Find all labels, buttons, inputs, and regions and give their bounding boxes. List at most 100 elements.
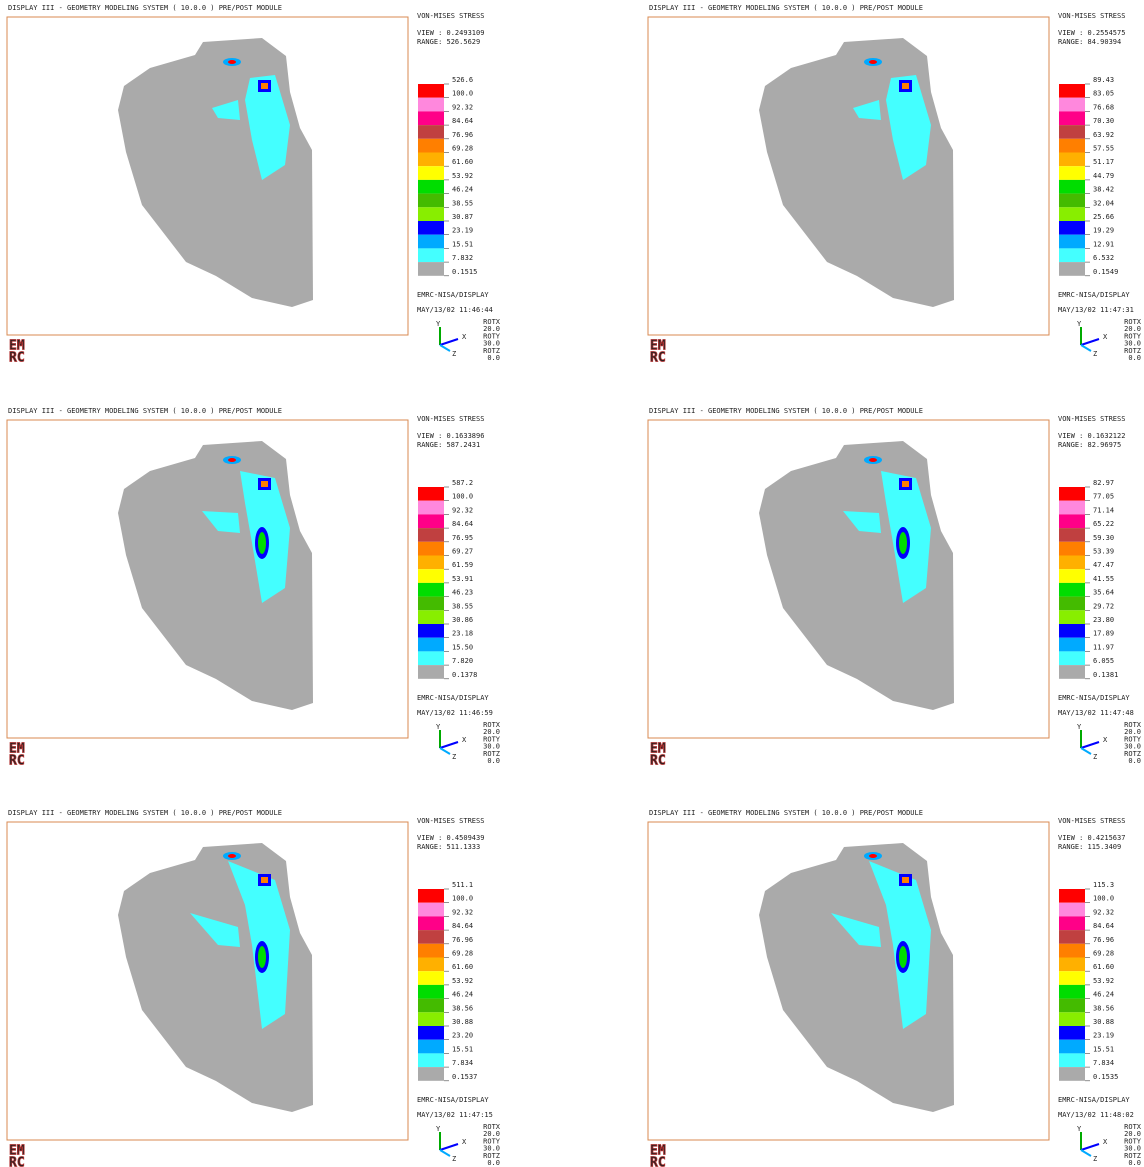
logo: RC: [9, 351, 25, 366]
legend-swatch: [418, 248, 444, 262]
legend-label: 53.91: [452, 575, 473, 583]
legend-swatch: [418, 487, 444, 501]
legend-label: 115.3: [1093, 881, 1114, 889]
hot-spot: [228, 458, 236, 462]
legend-swatch: [418, 597, 444, 611]
software-name: EMRC-NISA/DISPLAY: [1058, 291, 1130, 299]
header: DISPLAY III - GEOMETRY MODELING SYSTEM (…: [8, 4, 282, 12]
legend-label: 6.055: [1093, 657, 1114, 665]
legend-swatch: [418, 528, 444, 542]
legend-label: 7.820: [452, 657, 473, 665]
legend-swatch: [1059, 180, 1085, 194]
legend-label: 25.66: [1093, 213, 1114, 221]
legend-label: 69.28: [452, 145, 473, 153]
legend-label: 23.20: [452, 1032, 473, 1040]
logo: RC: [650, 754, 666, 769]
timestamp: MAY/13/02 11:47:48: [1058, 709, 1134, 717]
legend-label: 69.28: [1093, 950, 1114, 958]
legend-swatch: [1059, 651, 1085, 665]
legend-swatch: [1059, 166, 1085, 180]
legend-swatch: [1059, 1067, 1085, 1081]
legend-label: 53.92: [452, 172, 473, 180]
legend-swatch: [1059, 1026, 1085, 1040]
legend-label: 44.79: [1093, 172, 1114, 180]
legend-label: 30.86: [452, 616, 473, 624]
legend-label: 57.55: [1093, 145, 1114, 153]
logo: RC: [650, 1156, 666, 1167]
legend-label: 47.47: [1093, 561, 1114, 569]
legend-swatch: [1059, 139, 1085, 153]
legend-swatch: [418, 638, 444, 652]
legend-swatch: [418, 610, 444, 624]
legend-label: 7.832: [452, 254, 473, 262]
legend-swatch: [418, 514, 444, 528]
axis-label: X: [462, 736, 467, 744]
legend-label: 46.23: [452, 589, 473, 597]
legend-swatch: [418, 583, 444, 597]
legend-swatch: [418, 1040, 444, 1054]
panel: DISPLAY III - GEOMETRY MODELING SYSTEM (…: [7, 809, 501, 1167]
legend-label: 61.60: [452, 158, 473, 166]
legend-label: 92.32: [452, 908, 473, 916]
legend-swatch: [1059, 514, 1085, 528]
software-name: EMRC-NISA/DISPLAY: [417, 291, 489, 299]
legend-swatch: [1059, 248, 1085, 262]
axis-z: [440, 1150, 450, 1156]
legend-swatch: [1059, 930, 1085, 944]
legend-label: 46.24: [452, 991, 473, 999]
axis-label: Y: [436, 723, 441, 731]
legend-title: VON-MISES STRESS: [1058, 415, 1125, 423]
model-body: [118, 38, 313, 307]
range: RANGE: 511.1333: [417, 843, 480, 851]
stress-core: [899, 532, 907, 554]
legend-swatch: [418, 930, 444, 944]
software-name: EMRC-NISA/DISPLAY: [417, 694, 489, 702]
hot-spot: [869, 60, 877, 64]
legend-swatch: [418, 1012, 444, 1026]
timestamp: MAY/13/02 11:48:02: [1058, 1111, 1134, 1119]
axis-label: Y: [436, 320, 441, 328]
legend-title: VON-MISES STRESS: [417, 817, 484, 825]
rotation-info: 0.0: [487, 757, 500, 765]
axis-z: [440, 748, 450, 754]
legend-label: 76.68: [1093, 103, 1114, 111]
legend-swatch: [1059, 84, 1085, 98]
software-name: EMRC-NISA/DISPLAY: [417, 1096, 489, 1104]
legend-swatch: [418, 262, 444, 276]
panel: DISPLAY III - GEOMETRY MODELING SYSTEM (…: [648, 809, 1142, 1167]
legend-label: 46.24: [452, 186, 473, 194]
logo: RC: [9, 1156, 25, 1167]
axis-x: [1081, 339, 1099, 345]
logo: RC: [9, 754, 25, 769]
legend-swatch: [418, 944, 444, 958]
axis-x: [1081, 1144, 1099, 1150]
legend-label: 23.80: [1093, 616, 1114, 624]
legend-label: 51.17: [1093, 158, 1114, 166]
panel: DISPLAY III - GEOMETRY MODELING SYSTEM (…: [648, 4, 1142, 366]
legend-title: VON-MISES STRESS: [417, 12, 484, 20]
legend-swatch: [1059, 583, 1085, 597]
legend-swatch: [418, 624, 444, 638]
legend-label: 0.1378: [452, 671, 477, 679]
legend-label: 71.14: [1093, 506, 1114, 514]
legend-label: 61.60: [452, 963, 473, 971]
legend-label: 38.55: [452, 602, 473, 610]
axis-label: Y: [1077, 723, 1082, 731]
legend-label: 92.32: [452, 103, 473, 111]
legend-swatch: [418, 903, 444, 917]
axis-z: [1081, 1150, 1091, 1156]
legend-swatch: [1059, 262, 1085, 276]
legend-swatch: [418, 1026, 444, 1040]
legend-label: 61.59: [452, 561, 473, 569]
legend-label: 65.22: [1093, 520, 1114, 528]
legend-label: 84.64: [1093, 922, 1114, 930]
legend-label: 526.6: [452, 76, 473, 84]
legend-swatch: [418, 971, 444, 985]
legend-label: 70.30: [1093, 117, 1114, 125]
legend-label: 84.64: [452, 117, 473, 125]
legend-label: 587.2: [452, 479, 473, 487]
legend-swatch: [1059, 916, 1085, 930]
axis-label: X: [462, 1138, 467, 1146]
legend-label: 92.32: [1093, 908, 1114, 916]
legend-label: 23.19: [452, 227, 473, 235]
